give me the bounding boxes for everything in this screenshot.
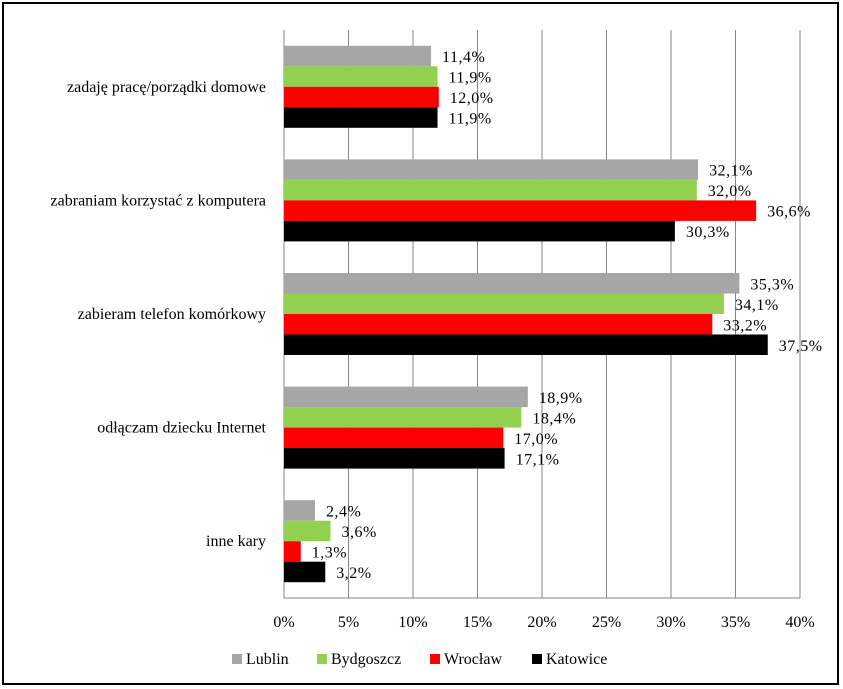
bar-bydgoszcz	[284, 407, 522, 428]
bars	[284, 45, 768, 583]
data-label: 34,1%	[735, 297, 779, 314]
category-label: zabraniam korzystać z komputera	[51, 192, 266, 209]
data-label: 2,4%	[326, 503, 361, 520]
legend-swatch	[232, 654, 242, 664]
bar-katowice	[284, 220, 675, 242]
data-label: 18,4%	[532, 410, 576, 427]
data-label: 18,9%	[539, 390, 583, 407]
data-label: 32,0%	[708, 183, 752, 200]
data-label: 32,1%	[709, 163, 753, 180]
bar-lublin	[284, 386, 528, 408]
x-tick-label: 30%	[656, 614, 685, 631]
x-axis: 0% 5% 10% 15% 20% 25% 30% 35% 40%	[273, 597, 815, 631]
data-label: 35,3%	[750, 276, 794, 293]
category-label: inne kary	[206, 533, 266, 550]
legend-swatch	[532, 654, 542, 664]
bar-lublin	[284, 500, 315, 521]
bar-bydgoszcz	[284, 520, 331, 542]
category-label: zadaję pracę/porządki domowe	[67, 79, 266, 96]
legend-label: Bydgoszcz	[331, 651, 401, 668]
data-label: 11,9%	[449, 70, 492, 87]
data-label: 11,9%	[449, 111, 492, 128]
x-tick-label: 15%	[463, 614, 492, 631]
x-tick-label: 40%	[785, 614, 814, 631]
legend-swatch	[317, 654, 327, 664]
category-label: zabieram telefon komórkowy	[78, 306, 266, 323]
data-label: 11,4%	[442, 49, 485, 66]
bar-wrocław	[284, 200, 757, 221]
bar-katowice	[284, 334, 768, 355]
data-labels: 11,4% 11,9% 12,0% 11,9% 32,1% 32,0% 36,6% 30,3%…	[312, 49, 823, 582]
bar-bydgoszcz	[284, 66, 438, 87]
legend-label: Wrocław	[444, 651, 502, 668]
legend-swatch	[430, 654, 440, 664]
legend-label: Lublin	[246, 651, 289, 668]
x-tick-label: 0%	[273, 614, 294, 631]
x-tick-label: 20%	[527, 614, 556, 631]
data-label: 17,0%	[514, 431, 558, 448]
category-label: odłączam dziecku Internet	[97, 420, 266, 437]
bar-katowice	[284, 448, 505, 469]
x-tick-label: 10%	[398, 614, 427, 631]
data-label: 37,5%	[779, 338, 823, 355]
bar-lublin	[284, 45, 432, 67]
category-labels: zadaję pracę/porządki domowe zabraniam ko…	[51, 79, 267, 550]
data-label: 17,1%	[516, 451, 560, 468]
legend: Lublin Bydgoszcz Wrocław Katowice	[232, 651, 607, 668]
x-tick-label: 5%	[338, 614, 359, 631]
bar-wrocław	[284, 427, 504, 449]
bar-bydgoszcz	[284, 179, 697, 201]
data-label: 3,2%	[336, 565, 371, 582]
bar-katowice	[284, 561, 326, 583]
bar-lublin	[284, 273, 740, 294]
bar-wrocław	[284, 86, 439, 108]
legend-label: Katowice	[546, 651, 607, 668]
x-tick-label: 35%	[721, 614, 750, 631]
bar-wrocław	[284, 314, 713, 335]
bar-bydgoszcz	[284, 293, 724, 314]
data-label: 33,2%	[723, 317, 767, 334]
data-label: 30,3%	[686, 224, 730, 241]
bar-lublin	[284, 159, 699, 180]
x-tick-label: 25%	[592, 614, 621, 631]
data-label: 3,6%	[341, 524, 376, 541]
bar-katowice	[284, 107, 438, 128]
bar-wrocław	[284, 541, 301, 562]
data-label: 12,0%	[450, 90, 494, 107]
data-label: 36,6%	[767, 204, 811, 221]
data-label: 1,3%	[312, 544, 347, 561]
